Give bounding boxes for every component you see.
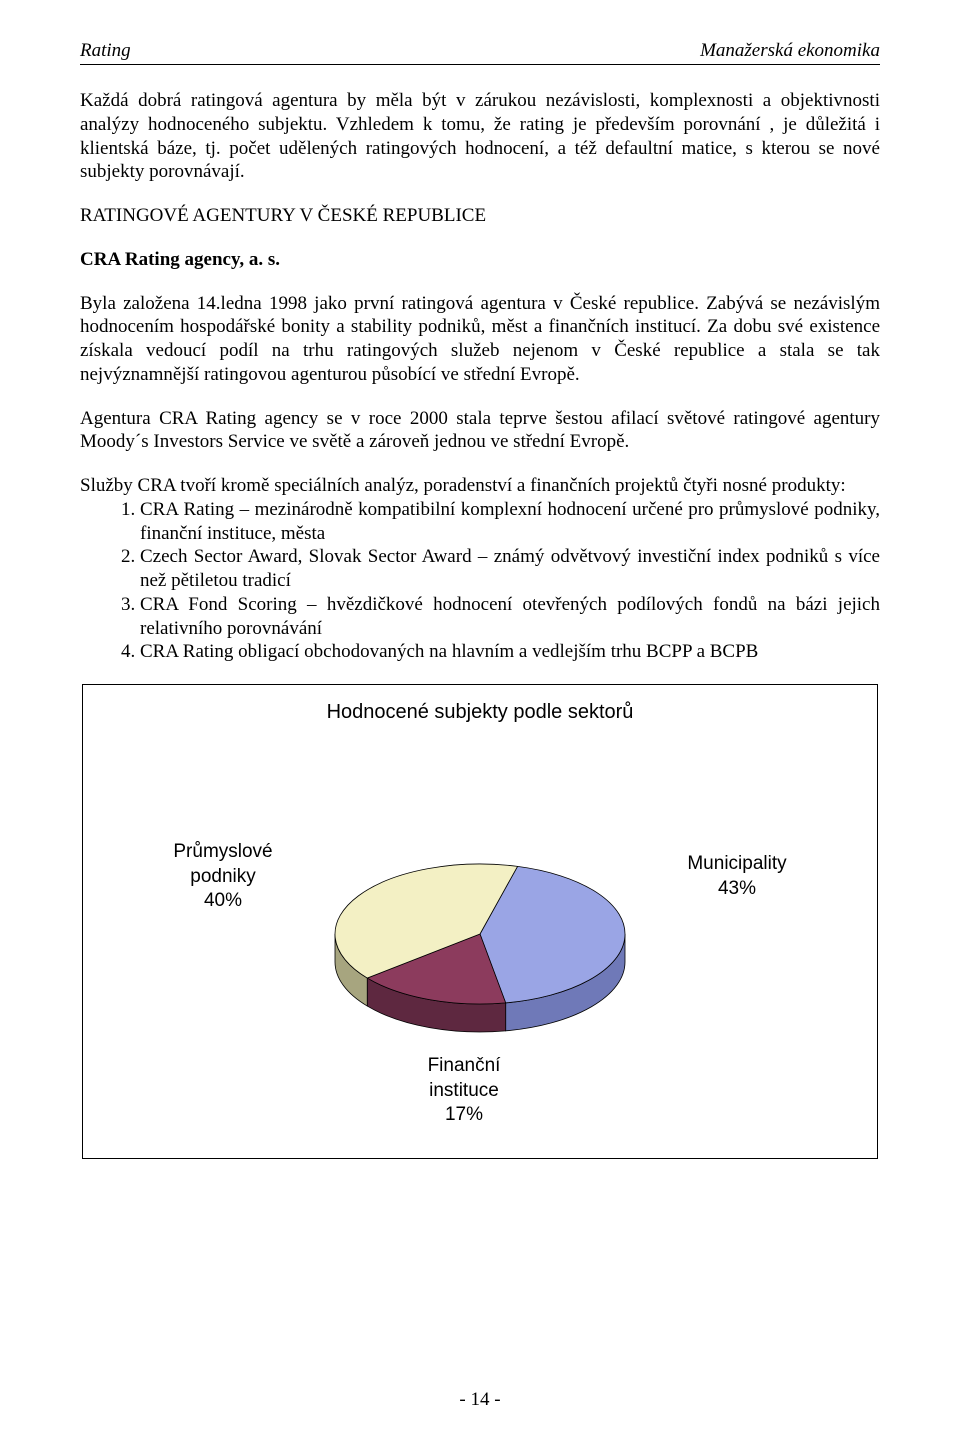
chart-label-left: Průmyslové podniky 40%: [143, 840, 303, 914]
page: Rating Manažerská ekonomika Každá dobrá …: [0, 0, 960, 1433]
page-number: - 14 -: [0, 1389, 960, 1411]
services-block: Služby CRA tvoří kromě speciálních analý…: [80, 474, 880, 664]
paragraph-cra-founding: Byla založena 14.ledna 1998 jako první r…: [80, 292, 880, 387]
chart-label-right: Municipality 43%: [657, 852, 817, 901]
pie-chart: [310, 844, 650, 1069]
service-item: CRA Fond Scoring – hvězdičkové hodnocení…: [140, 593, 880, 641]
services-intro: Služby CRA tvoří kromě speciálních analý…: [80, 474, 880, 498]
subheading-cra: CRA Rating agency, a. s.: [80, 248, 880, 272]
service-item: CRA Rating obligací obchodovaných na hla…: [140, 640, 880, 664]
page-header: Rating Manažerská ekonomika: [80, 40, 880, 65]
chart-title: Hodnocené subjekty podle sektorů: [103, 701, 857, 724]
header-right: Manažerská ekonomika: [700, 40, 880, 62]
services-list: CRA Rating – mezinárodně kompatibilní ko…: [80, 498, 880, 664]
service-item: Czech Sector Award, Slovak Sector Award …: [140, 545, 880, 593]
paragraph-cra-moodys: Agentura CRA Rating agency se v roce 200…: [80, 407, 880, 455]
service-item: CRA Rating – mezinárodně kompatibilní ko…: [140, 498, 880, 546]
chart-container: Hodnocené subjekty podle sektorů Průmysl…: [82, 684, 878, 1159]
header-left: Rating: [80, 40, 131, 62]
section-heading-agencies: RATINGOVÉ AGENTURY V ČESKÉ REPUBLICE: [80, 204, 880, 228]
chart-area: Průmyslové podniky 40% Municipality 43% …: [103, 834, 857, 1134]
paragraph-intro: Každá dobrá ratingová agentura by měla b…: [80, 89, 880, 184]
